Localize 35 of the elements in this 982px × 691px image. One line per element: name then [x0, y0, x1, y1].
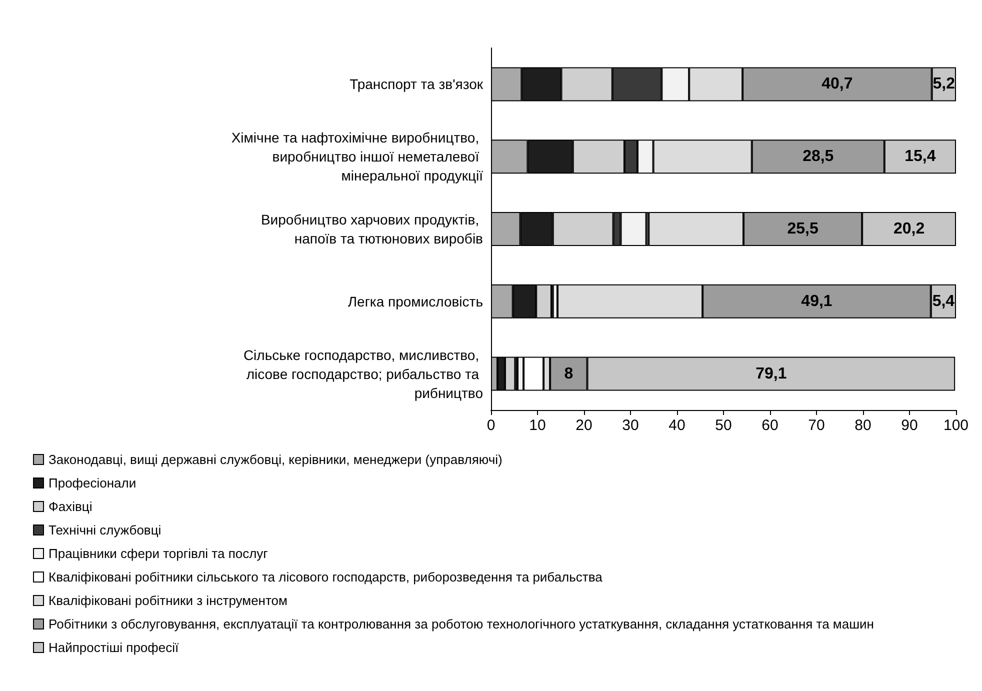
legend-label: Кваліфіковані робітники сільського та лісового господарств, риборозведення та рибальства — [48, 570, 604, 584]
legend-label: Працівники сфери торгівлі та послуг — [48, 546, 268, 561]
y-tick-label: Хімічне та нафтохімічне виробництво, виробництво іншої неметалевої мінеральної продукції — [231, 130, 484, 184]
data-label: 40,7 — [822, 76, 853, 93]
data-label: 5,4 — [932, 292, 955, 310]
legend-label: Кваліфіковані робітники з інструментом — [48, 593, 288, 608]
y-tick-label: Транспорт та зв'язок — [350, 76, 484, 92]
legend-label: Найпростіші професії — [48, 640, 179, 655]
legend-label: Технічні службовці — [48, 522, 162, 538]
x-tick-label: 50 — [715, 417, 732, 434]
data-label: 15,4 — [904, 148, 936, 166]
x-tick-label: 70 — [808, 417, 825, 434]
x-tick-label: 90 — [901, 417, 918, 434]
legend-label: Робітники з обслуговування, експлуатації та контролювання за роботою технологічного устаткування, складання устатковання та машин — [48, 616, 874, 632]
data-label: 28,5 — [802, 148, 834, 166]
legend-label: Законодавці, вищі державні службовці, керівники, менеджери (управляючі) — [48, 452, 502, 467]
legend-label: Професіонали — [48, 476, 136, 490]
legend-label: Фахівці — [48, 499, 92, 514]
data-label: 8 — [564, 365, 574, 382]
data-label: 5,2 — [932, 76, 956, 93]
x-tick-label: 20 — [576, 417, 592, 434]
data-label: 20,2 — [893, 220, 925, 238]
data-label: 79,1 — [756, 365, 787, 382]
data-label: 25,5 — [787, 220, 818, 238]
x-tick-label: 40 — [668, 417, 686, 434]
x-tick-label: 100 — [943, 417, 969, 434]
x-tick-label: 30 — [622, 417, 639, 434]
y-tick-label: Сільське господарство, мисливство, лісове господарство; рибальство та рибництво — [243, 346, 484, 401]
x-tick-label: 0 — [486, 417, 496, 434]
y-tick-label: Легка промисловість — [348, 293, 483, 310]
x-tick-label: 80 — [854, 417, 872, 434]
x-tick-label: 10 — [529, 417, 546, 434]
y-tick-label: Виробництво харчових продуктів, напоїв та тютюнових виробів — [260, 212, 483, 246]
x-tick-label: 60 — [762, 417, 778, 434]
data-label: 49,1 — [801, 292, 832, 310]
